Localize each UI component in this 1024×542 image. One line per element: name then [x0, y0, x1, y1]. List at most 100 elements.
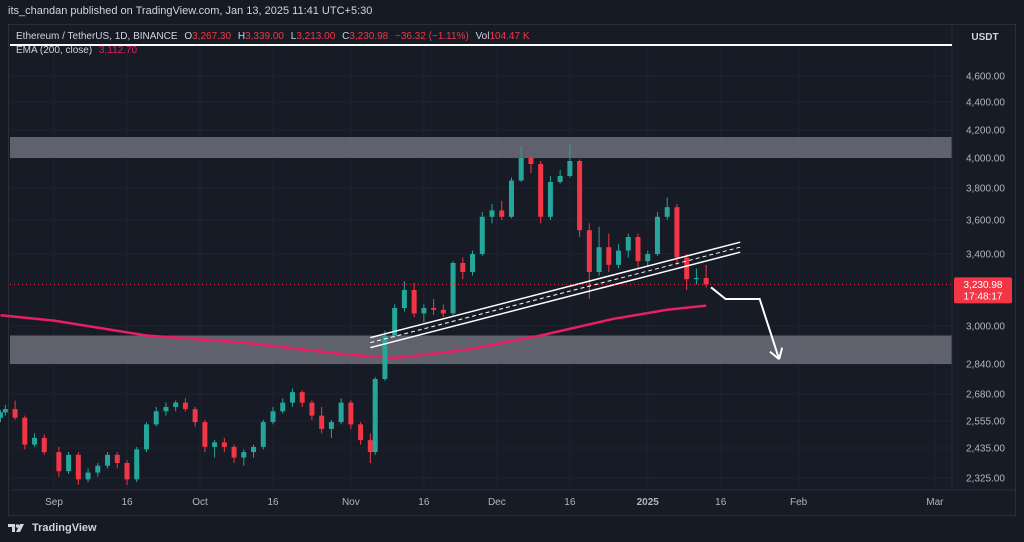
candle	[358, 422, 364, 445]
candle-body	[460, 263, 466, 272]
candle-body	[41, 437, 47, 453]
candle-body	[358, 424, 364, 441]
projection-arrow	[710, 286, 784, 361]
candle-body	[547, 182, 553, 217]
tradingview-logo-icon	[8, 524, 24, 532]
candle-body	[508, 180, 514, 217]
candle	[0, 410, 3, 423]
candle	[66, 452, 72, 474]
support-zone	[10, 335, 952, 364]
chart-panel[interactable]	[8, 24, 1016, 516]
publish-info: its_chandan published on TradingView.com…	[8, 5, 373, 17]
symbol-label[interactable]: Ethereum / TetherUS, 1D, BINANCE	[16, 31, 178, 42]
ema-label[interactable]: EMA (200, close)	[16, 45, 93, 56]
candle-body	[260, 422, 266, 447]
candle-body	[143, 424, 149, 450]
candle	[2, 404, 8, 416]
candle	[319, 406, 325, 434]
candle-body	[499, 210, 505, 217]
legend: Ethereum / TetherUS, 1D, BINANCE O3,267.…	[16, 30, 530, 58]
x-tick-label: Oct	[192, 497, 208, 508]
x-tick-label: 16	[267, 497, 279, 508]
candle	[703, 264, 709, 288]
candle	[528, 155, 534, 173]
candle-body	[654, 216, 660, 254]
candle-body	[202, 422, 208, 447]
candle-body	[299, 392, 305, 403]
candle-body	[703, 277, 709, 285]
candle-body	[367, 440, 373, 453]
candle	[557, 170, 563, 184]
candle	[75, 452, 81, 485]
candle	[309, 400, 315, 420]
candle	[328, 419, 334, 438]
candle-body	[319, 415, 325, 429]
candle	[260, 419, 266, 450]
projection-arrowhead	[769, 350, 780, 361]
candle-body	[635, 237, 641, 262]
candle	[664, 197, 670, 220]
candle-body	[251, 446, 257, 453]
trendline-edge	[370, 241, 741, 339]
candle-body	[134, 449, 140, 480]
x-tick-label: Sep	[45, 497, 63, 508]
candle-body	[664, 207, 670, 217]
candle	[431, 299, 437, 316]
x-tick-label: 16	[715, 497, 727, 508]
candle-body	[348, 402, 354, 425]
candle-body	[124, 463, 130, 480]
x-tick-label: 16	[121, 497, 133, 508]
y-tick-label: 2,555.00	[966, 417, 1005, 428]
open-label: O	[184, 31, 193, 42]
candle-body	[0, 412, 3, 418]
candle	[134, 446, 140, 483]
candle	[508, 177, 514, 219]
candle-body	[431, 308, 437, 310]
candle	[518, 146, 524, 182]
candle	[567, 144, 573, 178]
candle-body	[372, 379, 378, 453]
candle-body	[192, 409, 198, 423]
y-tick-label: 3,800.00	[966, 184, 1005, 195]
y-tick-label: 2,435.00	[966, 444, 1005, 455]
candle	[616, 243, 622, 269]
candle	[105, 452, 111, 469]
candle-body	[309, 402, 315, 416]
candle	[489, 204, 495, 224]
low-value: 3,213.00	[296, 31, 336, 42]
candle	[173, 400, 179, 412]
candle-body	[411, 290, 417, 314]
candle	[221, 437, 227, 453]
y-tick-label: 3,400.00	[966, 250, 1005, 261]
currency-button[interactable]: USDT	[971, 32, 999, 43]
candle	[41, 434, 47, 455]
y-tick-label: 4,600.00	[966, 72, 1005, 83]
candle	[547, 176, 553, 220]
candle-body	[557, 176, 563, 182]
candle-body	[241, 452, 247, 458]
y-tick-label: 2,325.00	[966, 474, 1005, 485]
candle	[499, 200, 505, 220]
trendline	[370, 241, 741, 349]
candle	[289, 388, 295, 407]
candle	[153, 406, 159, 427]
candle-body	[12, 409, 18, 418]
price-tag-value: 3,230.98	[964, 280, 1003, 291]
candle-body	[66, 454, 72, 472]
candle	[460, 257, 466, 280]
y-tick-label: 4,000.00	[966, 154, 1005, 165]
candle-body	[173, 402, 179, 407]
candle-body	[645, 254, 651, 262]
candle	[32, 433, 38, 447]
candle	[392, 304, 398, 338]
candle-body	[270, 411, 276, 423]
candle-body	[289, 392, 295, 403]
candle-body	[538, 164, 544, 217]
candle	[163, 402, 169, 416]
candle	[645, 250, 651, 267]
candle-body	[479, 216, 485, 254]
close-label: C	[342, 31, 350, 42]
close-value: 3,230.98	[349, 31, 389, 42]
